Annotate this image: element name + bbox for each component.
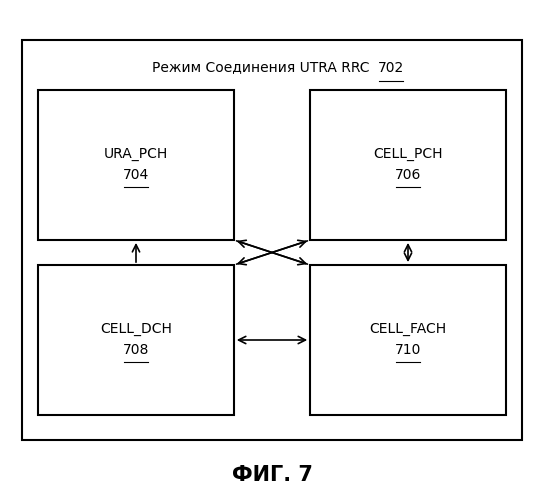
Bar (38, 265, 234, 415)
Text: CELL_DCH: CELL_DCH (100, 322, 172, 336)
Text: ФИГ. 7: ФИГ. 7 (232, 465, 312, 485)
Text: Режим Соединения UTRA RRC: Режим Соединения UTRA RRC (152, 60, 374, 74)
Text: URA_PCH: URA_PCH (104, 147, 168, 161)
Bar (310, 90, 506, 240)
Bar (310, 265, 506, 415)
Text: 704: 704 (123, 168, 149, 182)
Text: 710: 710 (395, 343, 421, 357)
Text: CELL_FACH: CELL_FACH (369, 322, 447, 336)
Text: 702: 702 (378, 60, 404, 74)
Text: 706: 706 (395, 168, 421, 182)
Text: CELL_PCH: CELL_PCH (373, 147, 443, 161)
Text: 708: 708 (123, 343, 149, 357)
Bar (22, 40, 522, 440)
Bar (38, 90, 234, 240)
